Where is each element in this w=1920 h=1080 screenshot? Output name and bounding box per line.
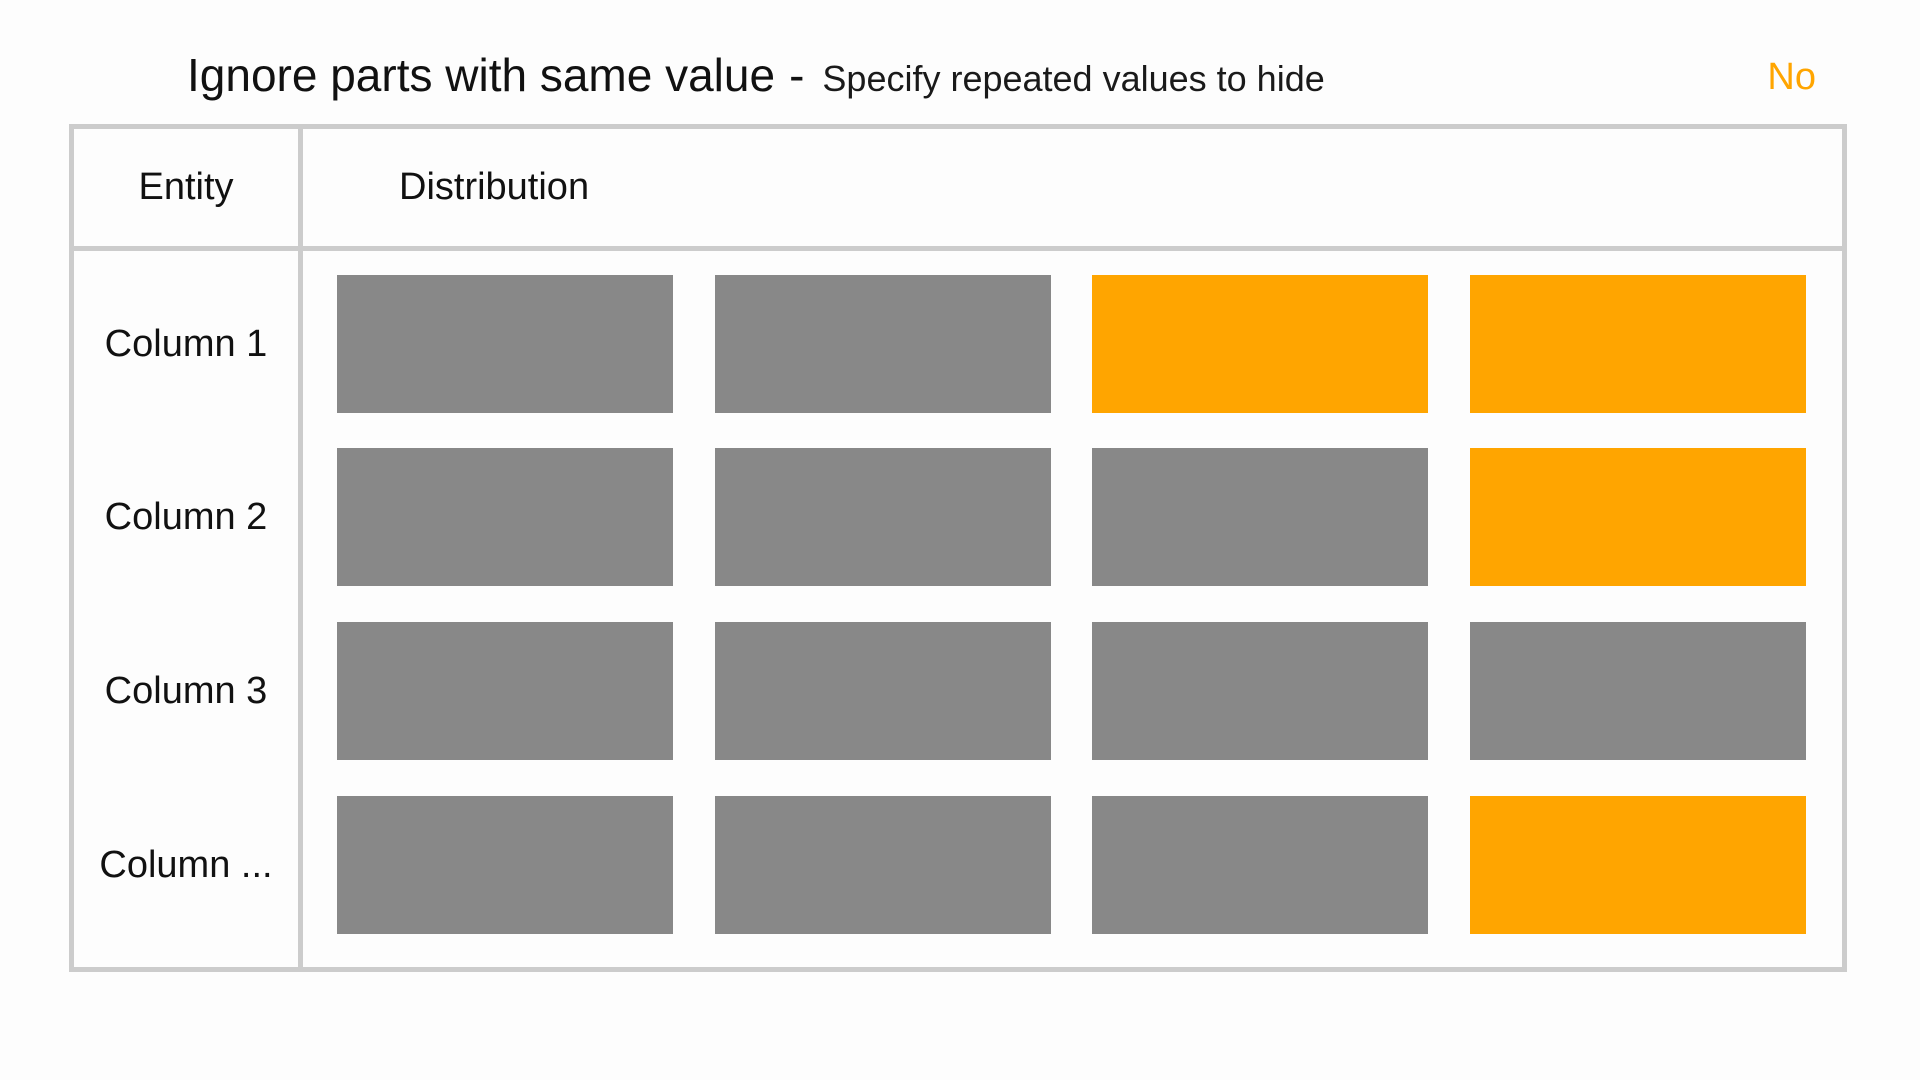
title-bar: Ignore parts with same value - Specify r… xyxy=(187,48,1325,108)
row-label: Column ... xyxy=(99,843,273,886)
distribution-cell-repeated xyxy=(715,275,1051,413)
distribution-cell-highlighted xyxy=(1092,275,1428,413)
distribution-cell-repeated xyxy=(715,448,1051,586)
row-label: Column 1 xyxy=(104,322,268,365)
title-separator: - xyxy=(789,49,805,101)
row-label: Column 3 xyxy=(104,669,268,712)
distribution-cell-repeated xyxy=(1092,448,1428,586)
distribution-column-header: Distribution xyxy=(399,166,590,208)
distribution-cell-repeated xyxy=(1470,622,1806,760)
row-label: Column 2 xyxy=(104,495,268,538)
distribution-cell-repeated xyxy=(337,448,673,586)
header-divider xyxy=(74,246,1842,251)
distribution-cell-repeated xyxy=(337,622,673,760)
distribution-cell-repeated xyxy=(715,796,1051,934)
distribution-cell-repeated xyxy=(337,275,673,413)
distribution-cell-repeated xyxy=(715,622,1051,760)
distribution-cell-repeated xyxy=(1092,622,1428,760)
column-divider xyxy=(298,129,303,967)
ignore-repeated-toggle[interactable]: No xyxy=(1767,56,1816,98)
distribution-cell-highlighted xyxy=(1470,275,1806,413)
page-title: Ignore parts with same value xyxy=(187,49,776,101)
page-subtitle: Specify repeated values to hide xyxy=(822,58,1325,99)
distribution-cell-highlighted xyxy=(1470,448,1806,586)
distribution-cell-repeated xyxy=(1092,796,1428,934)
distribution-table: Entity Distribution Column 1 Column 2 Colu… xyxy=(69,124,1847,972)
entity-column-header: Entity xyxy=(138,166,234,208)
distribution-cell-highlighted xyxy=(1470,796,1806,934)
distribution-cell-repeated xyxy=(337,796,673,934)
